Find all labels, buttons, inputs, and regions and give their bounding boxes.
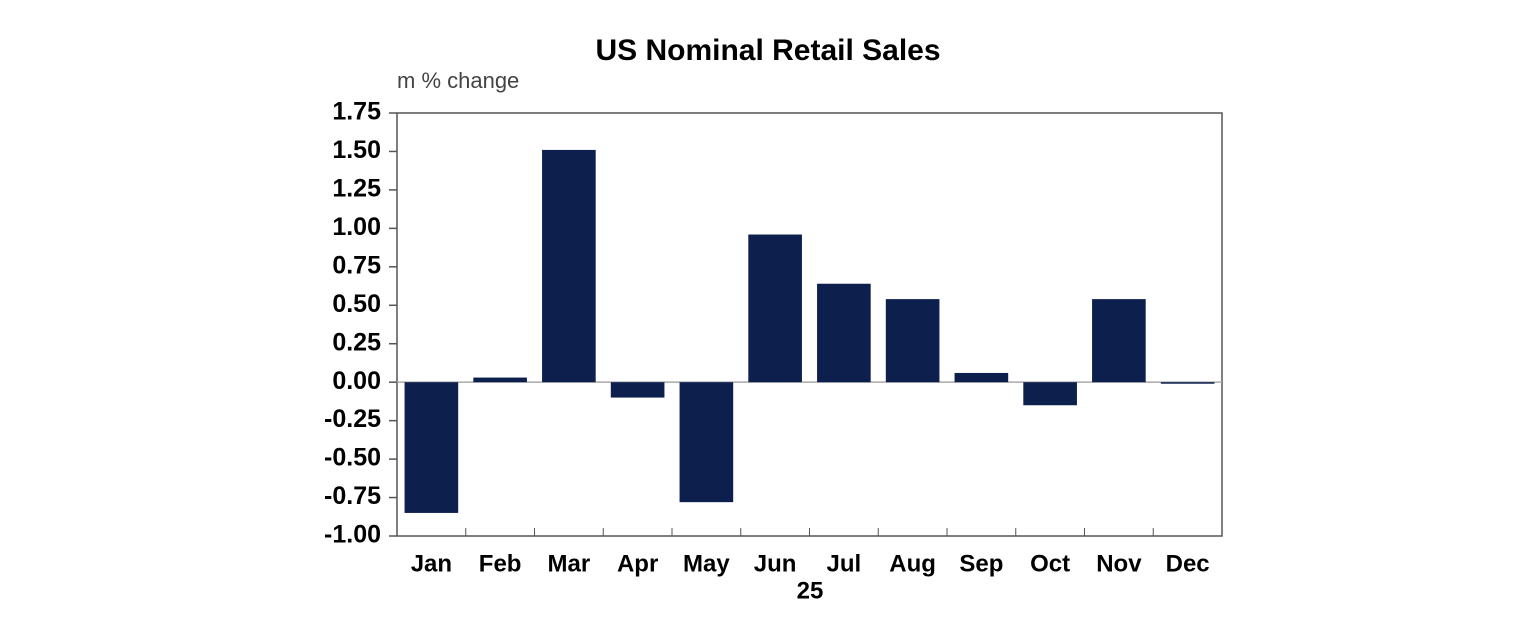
x-tick-label: Sep [959, 550, 1003, 577]
x-tick-label: Mar [548, 550, 591, 577]
y-tick-label: 1.75 [332, 98, 381, 126]
x-axis-label: 25 [797, 577, 824, 604]
x-tick-label: Aug [889, 550, 936, 577]
y-tick-label: 1.25 [332, 175, 381, 203]
bar [473, 377, 527, 383]
y-axis-label: m % change [397, 68, 519, 93]
y-tick-label: -1.00 [324, 521, 381, 549]
y-tick-label: -0.75 [324, 482, 381, 510]
bar [404, 382, 459, 513]
x-tick-label: Feb [479, 550, 522, 577]
y-tick-label: 0.00 [332, 367, 381, 395]
bar [610, 382, 665, 398]
x-tick-label: May [683, 550, 730, 577]
y-tick-label: 1.00 [332, 213, 381, 241]
bar [954, 372, 1009, 383]
x-tick-label: Jun [754, 550, 797, 577]
x-tick-label: Oct [1030, 550, 1070, 577]
y-tick-label: -0.25 [324, 405, 381, 433]
bar [885, 299, 940, 383]
x-tick-label: Jan [411, 550, 452, 577]
y-tick-label: 0.50 [332, 290, 381, 318]
x-tick-label: Apr [617, 550, 658, 577]
bar [1092, 299, 1146, 383]
bar [817, 283, 871, 383]
bar [748, 234, 802, 383]
bar [679, 382, 734, 503]
y-tick-label: 0.25 [332, 328, 381, 356]
x-tick-label: Nov [1096, 550, 1142, 577]
y-tick-label: -0.50 [324, 444, 381, 472]
x-tick-label: Dec [1166, 550, 1210, 577]
bar [542, 149, 596, 383]
y-tick-label: 1.50 [332, 136, 381, 164]
bar [1160, 382, 1215, 384]
y-tick-label: 0.75 [332, 251, 381, 279]
bar [1023, 382, 1077, 406]
x-tick-label: Jul [827, 550, 862, 577]
chart-title: US Nominal Retail Sales [595, 34, 940, 67]
